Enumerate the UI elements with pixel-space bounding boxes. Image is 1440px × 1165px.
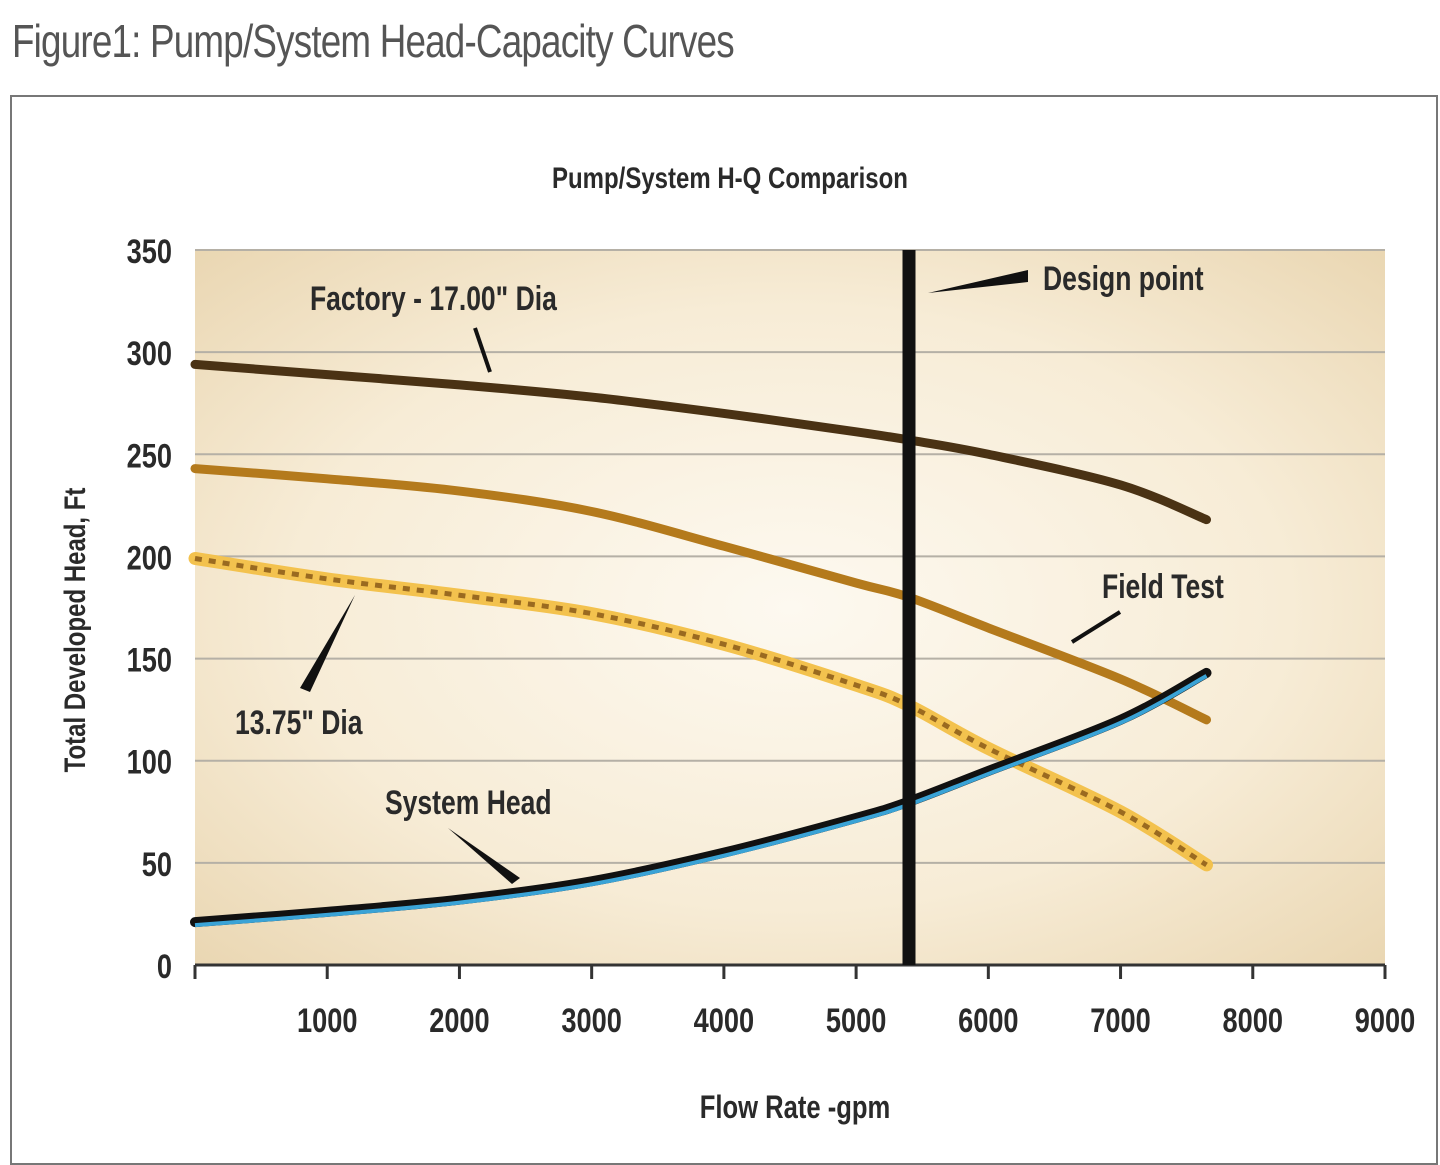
x-axis-label: Flow Rate -gpm — [700, 1090, 891, 1125]
y-tick-label: 50 — [142, 845, 172, 884]
y-tick-label: 100 — [127, 743, 172, 782]
pointer-system-head — [448, 828, 520, 884]
label-system-head: System Head — [385, 784, 552, 822]
x-tick-label: 3000 — [561, 1001, 621, 1040]
x-tick-label: 6000 — [958, 1001, 1018, 1040]
pointer-field-test — [1070, 610, 1122, 644]
y-tick-label: 200 — [127, 539, 172, 578]
x-tick-label: 9000 — [1355, 1001, 1415, 1040]
x-tick-label: 5000 — [826, 1001, 886, 1040]
y-tick-label: 250 — [127, 436, 172, 475]
y-axis-label: Total Developed Head, Ft — [57, 488, 91, 773]
x-tick-label: 8000 — [1223, 1001, 1283, 1040]
y-tick-label: 150 — [127, 641, 172, 680]
series-line-factory — [190, 359, 1211, 525]
y-tick-label: 0 — [157, 947, 172, 986]
x-tick-label: 4000 — [694, 1001, 754, 1040]
y-tick-label: 350 — [127, 232, 172, 271]
series-line-field-test — [190, 464, 1211, 725]
pointer-factory — [473, 327, 492, 373]
series-line-system-head — [194, 674, 1208, 928]
series-line-13-75-dia-dots — [194, 556, 1208, 868]
pointer-13-75-dia — [300, 595, 355, 692]
x-tick-label: 2000 — [429, 1001, 489, 1040]
pointer-design-point — [928, 270, 1028, 293]
label-field-test: Field Test — [1102, 568, 1224, 606]
label-13-75-dia: 13.75" Dia — [235, 704, 363, 742]
label-factory: Factory - 17.00" Dia — [310, 280, 558, 318]
chart-title: Pump/System H-Q Comparison — [552, 160, 908, 194]
x-tick-label: 7000 — [1090, 1001, 1150, 1040]
label-design-point: Design point — [1043, 260, 1204, 298]
series-line-system-head-outline — [190, 667, 1212, 928]
x-tick-label: 1000 — [297, 1001, 357, 1040]
figure-title: Figure1: Pump/System Head-Capacity Curve… — [12, 15, 735, 67]
y-tick-label: 300 — [127, 334, 172, 373]
